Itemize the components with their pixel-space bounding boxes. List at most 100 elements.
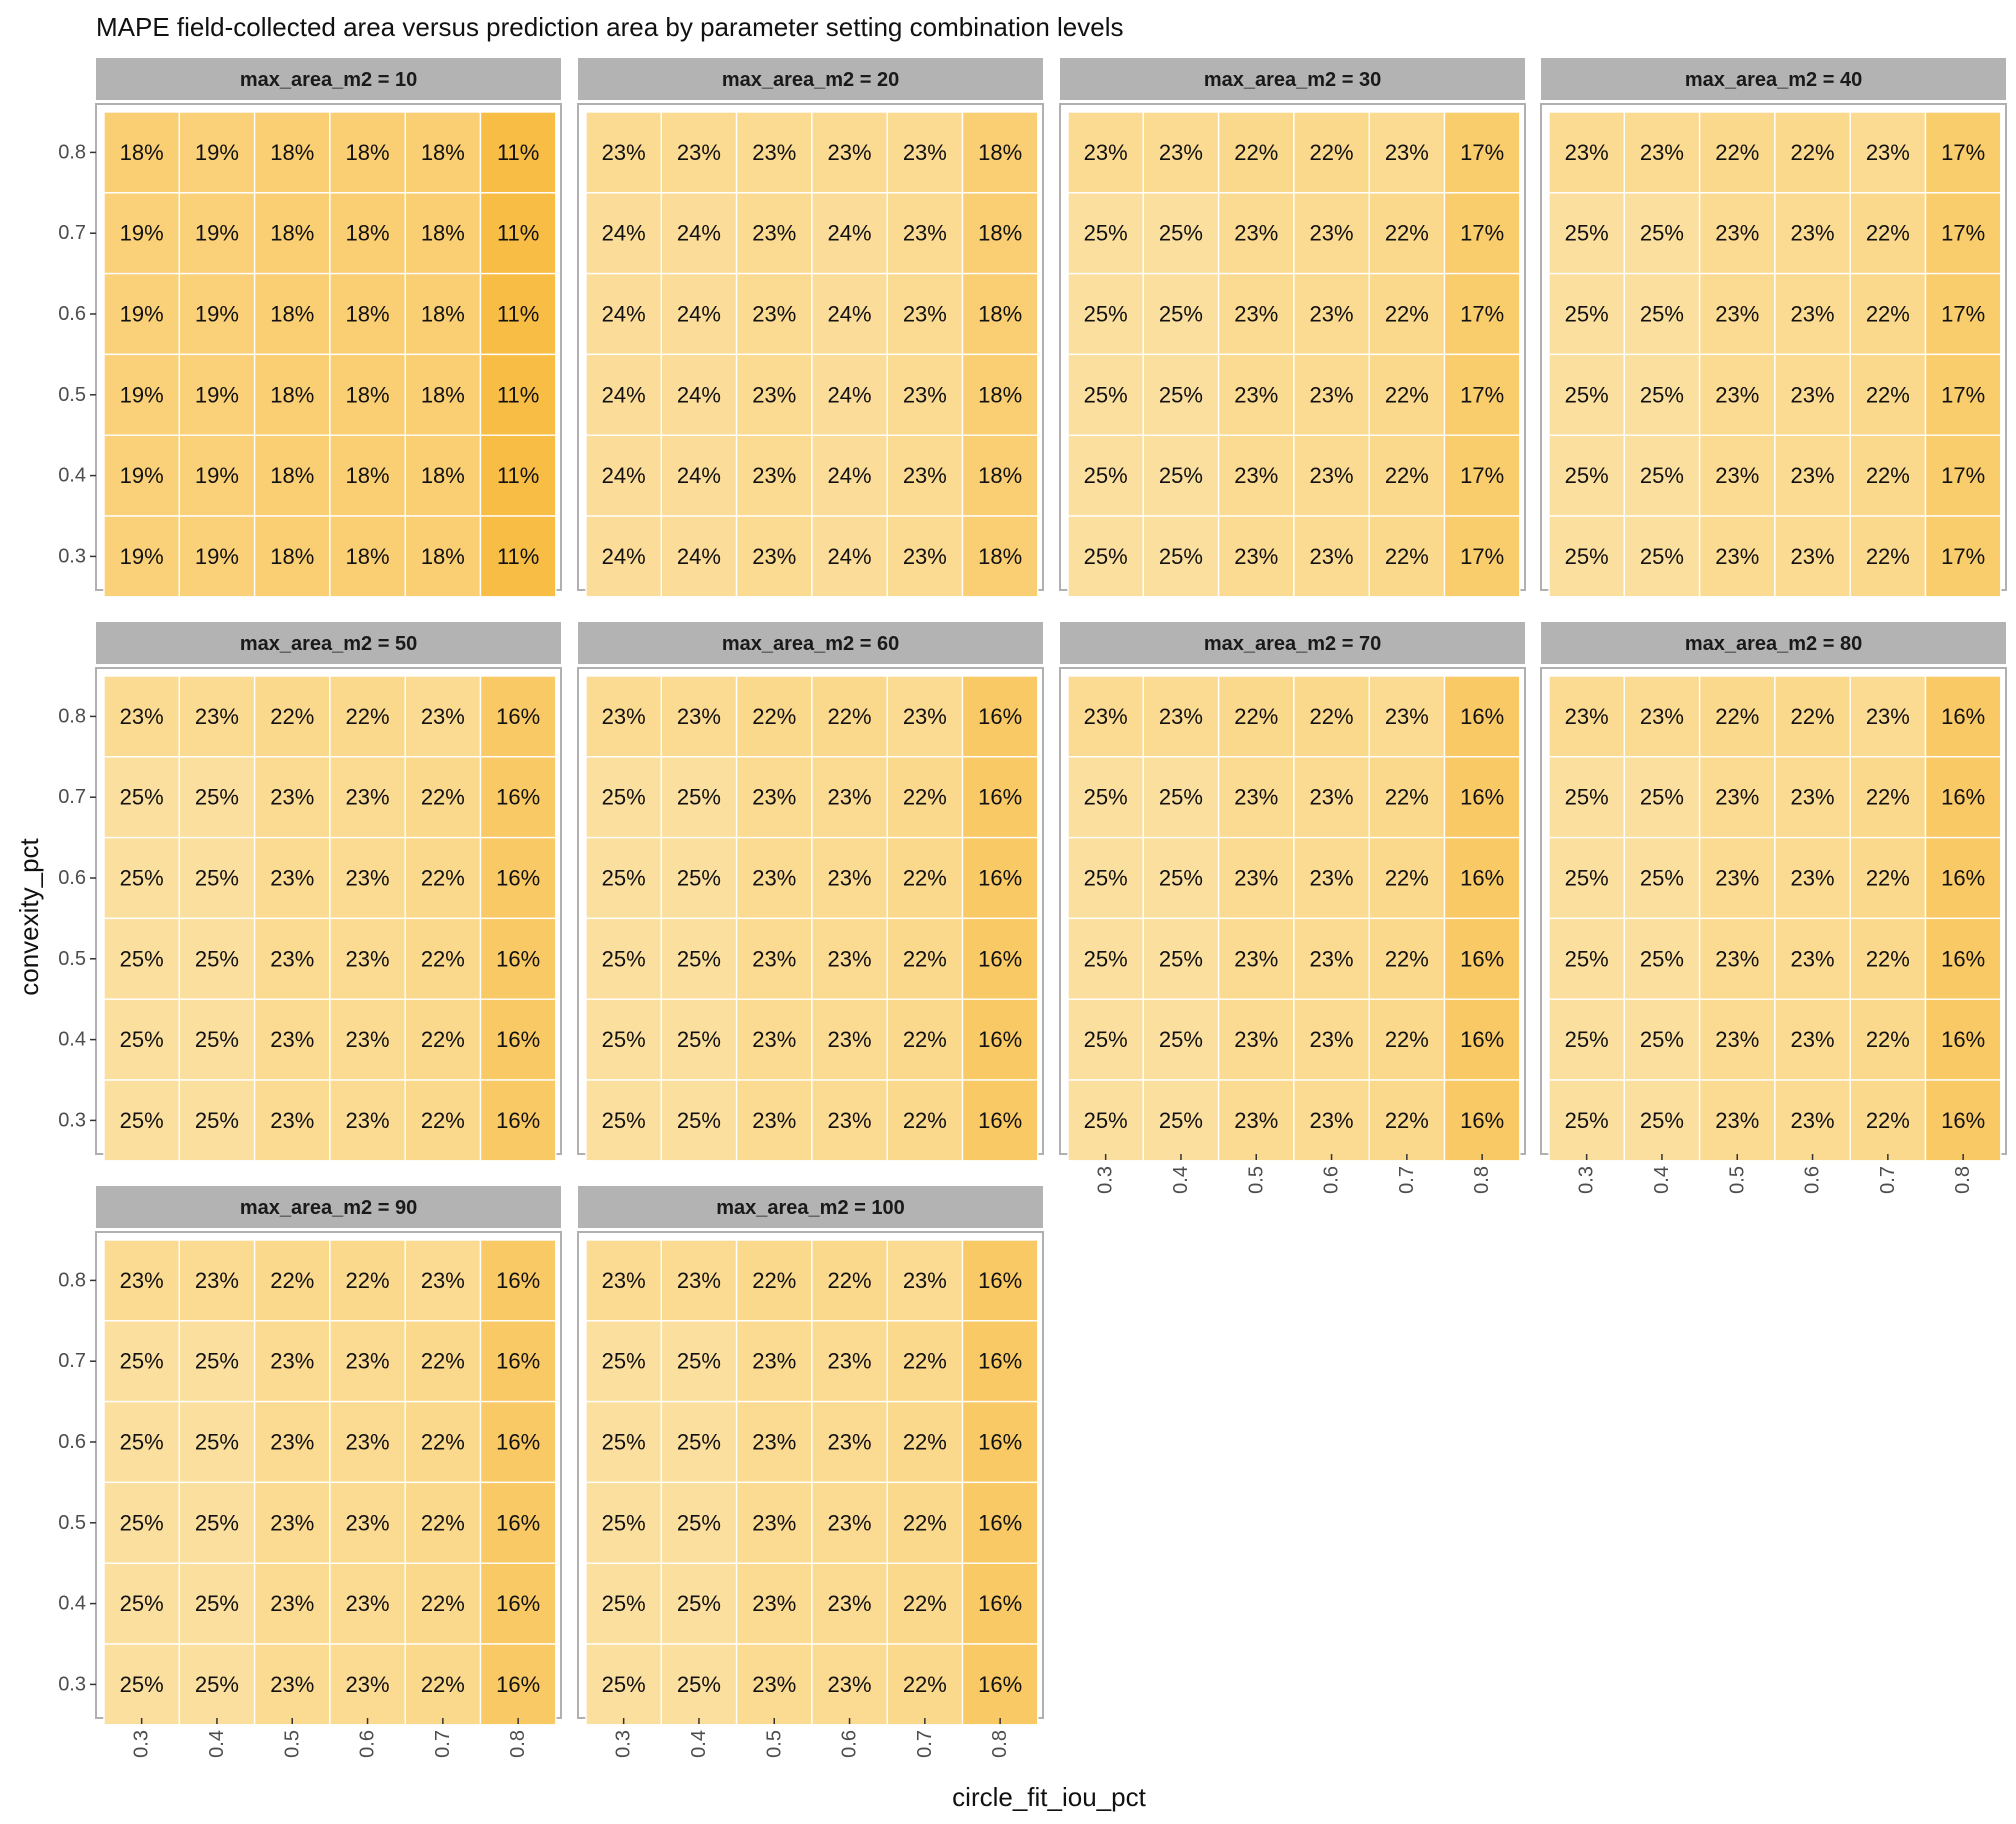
heatmap-cell <box>1067 111 1145 194</box>
heatmap-cell <box>178 756 256 839</box>
cell-label: 23% <box>346 1108 390 1133</box>
heatmap-cell <box>103 353 181 436</box>
heatmap-cell <box>660 998 738 1081</box>
y-tick-label: 0.7 <box>58 1350 86 1372</box>
heatmap-cell <box>253 1400 331 1484</box>
cell-label: 23% <box>346 1349 390 1374</box>
cell-label: 23% <box>270 1027 314 1052</box>
heatmap-cell <box>886 1400 964 1484</box>
y-tick-label: 0.3 <box>58 545 86 567</box>
heatmap-cell <box>1698 111 1776 194</box>
cell-label: 23% <box>752 866 796 891</box>
heatmap-cell <box>1849 998 1927 1081</box>
cell-label: 25% <box>602 1027 646 1052</box>
heatmap-cell <box>961 1400 1039 1484</box>
cell-label: 18% <box>978 221 1022 246</box>
cell-label: 24% <box>828 302 872 327</box>
heatmap-cell <box>1293 836 1370 920</box>
x-tick-label: 0.4 <box>1170 1166 1192 1194</box>
heatmap-cell <box>103 1562 181 1645</box>
cell-label: 25% <box>1565 302 1609 327</box>
cell-label: 23% <box>1310 221 1354 246</box>
cell-label: 19% <box>120 382 164 407</box>
cell-label: 24% <box>602 221 646 246</box>
heatmap-cell <box>735 836 813 920</box>
heatmap-cell <box>1698 192 1776 275</box>
heatmap-cell <box>178 836 256 920</box>
heatmap-cell <box>660 1562 738 1645</box>
heatmap-cell <box>1142 756 1220 839</box>
cell-label: 25% <box>602 1672 646 1697</box>
cell-label: 23% <box>1234 866 1278 891</box>
cell-label: 18% <box>421 382 465 407</box>
heatmap-cell <box>585 917 663 1000</box>
heatmap-cell <box>735 111 813 194</box>
cell-label: 25% <box>1159 544 1203 569</box>
heatmap-cell <box>1142 998 1220 1081</box>
heatmap-cell <box>1924 836 2002 920</box>
heatmap-cell <box>1368 515 1446 598</box>
heatmap-cell <box>329 917 406 1000</box>
heatmap-cell <box>1924 1079 2002 1162</box>
cell-label: 23% <box>270 1591 314 1616</box>
heatmap-cell <box>1924 111 2002 194</box>
x-tick-label: 0.6 <box>1321 1166 1343 1194</box>
cell-label: 16% <box>496 1268 540 1293</box>
cell-label: 22% <box>903 866 947 891</box>
x-tick-label: 0.6 <box>1802 1166 1824 1194</box>
heatmap-cell <box>1924 515 2002 598</box>
x-tick-label: 0.7 <box>432 1730 454 1758</box>
cell-label: 18% <box>346 463 390 488</box>
cell-label: 16% <box>496 1591 540 1616</box>
heatmap-cell <box>404 111 482 194</box>
cell-label: 24% <box>602 544 646 569</box>
cell-label: 17% <box>1941 544 1985 569</box>
heatmap-cell <box>660 111 738 194</box>
heatmap-cell <box>811 353 888 436</box>
heatmap-cell <box>479 675 557 758</box>
cell-label: 16% <box>496 946 540 971</box>
y-tick-label: 0.6 <box>58 303 86 325</box>
heatmap-cell <box>479 515 557 598</box>
heatmap-cell <box>886 998 964 1081</box>
cell-label: 17% <box>1460 221 1504 246</box>
cell-label: 23% <box>602 140 646 165</box>
heatmap-cell <box>178 353 256 436</box>
cell-label: 16% <box>978 1349 1022 1374</box>
heatmap-cell <box>253 353 331 436</box>
heatmap-cell <box>1849 353 1927 436</box>
heatmap-cell <box>404 917 482 1000</box>
cell-label: 25% <box>1640 463 1684 488</box>
heatmap-cell <box>1698 434 1776 517</box>
cell-label: 22% <box>1866 221 1910 246</box>
heatmap-cell <box>329 1481 406 1564</box>
heatmap-cell <box>253 998 331 1081</box>
facet-strip <box>1060 58 1525 100</box>
cell-label: 23% <box>421 704 465 729</box>
heatmap-cell <box>811 836 888 920</box>
x-tick-label: 0.5 <box>1245 1166 1267 1194</box>
heatmap-cell <box>1067 917 1145 1000</box>
cell-label: 22% <box>903 1591 947 1616</box>
cell-label: 23% <box>1234 1027 1278 1052</box>
cell-label: 25% <box>1159 946 1203 971</box>
cell-label: 16% <box>978 866 1022 891</box>
cell-label: 23% <box>120 1268 164 1293</box>
facet-panel: max_area_m2 = 70 23% 23% 22% 22% 23% 16% 25% 25%… <box>1059 622 1526 1194</box>
cell-label: 25% <box>1159 302 1203 327</box>
cell-label: 25% <box>677 785 721 810</box>
heatmap-cell <box>660 272 738 356</box>
cell-label: 17% <box>1460 140 1504 165</box>
cell-label: 23% <box>828 1349 872 1374</box>
cell-label: 23% <box>1791 463 1835 488</box>
cell-label: 25% <box>1565 382 1609 407</box>
cell-label: 22% <box>1866 463 1910 488</box>
heatmap-cell <box>886 515 964 598</box>
cell-label: 23% <box>903 544 947 569</box>
heatmap-cell <box>253 1643 331 1726</box>
cell-label: 25% <box>1084 544 1128 569</box>
cell-label: 16% <box>1460 946 1504 971</box>
cell-label: 25% <box>195 1027 239 1052</box>
cell-label: 25% <box>602 1591 646 1616</box>
heatmap-cell <box>253 434 331 517</box>
